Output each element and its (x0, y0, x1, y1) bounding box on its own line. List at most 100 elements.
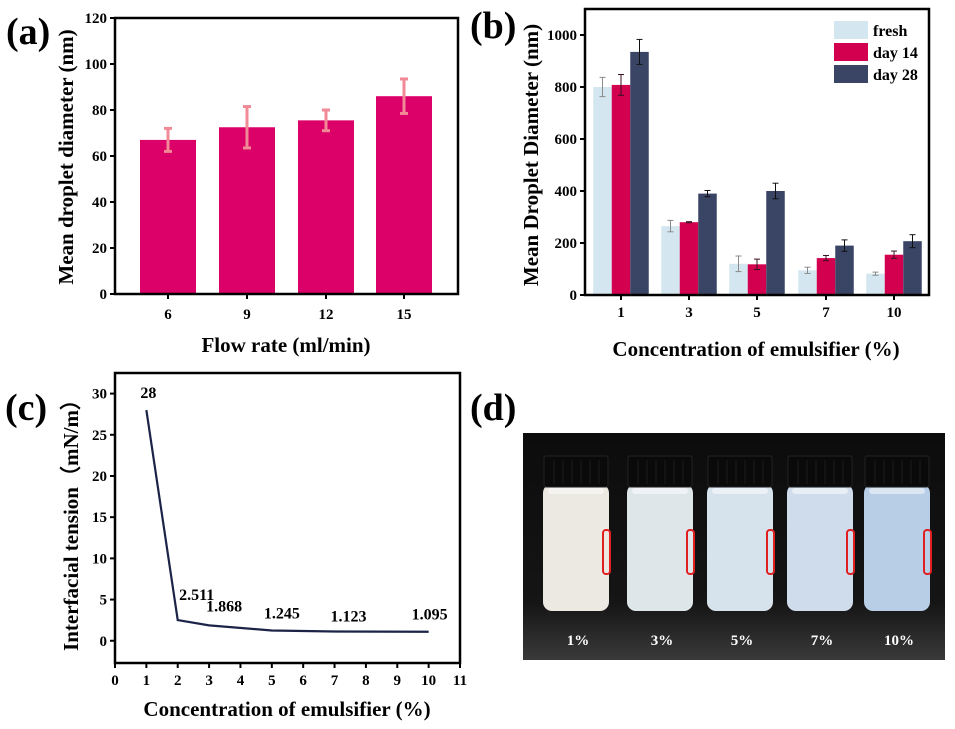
legend-swatch (834, 43, 868, 61)
vial-concentration-label: 10% (884, 633, 914, 649)
y-axis-label: Mean Droplet Diameter (nm) (519, 24, 543, 286)
data-label: 1.095 (412, 607, 448, 624)
vial-cap (707, 455, 773, 488)
panel-label: (a) (6, 11, 50, 53)
y-tick-label: 10 (92, 551, 107, 567)
x-tick-label: 10 (887, 305, 902, 321)
vial-highlight (792, 488, 848, 494)
data-label: 1.245 (264, 605, 300, 622)
x-tick-label: 7 (822, 305, 830, 321)
vial: 5% (707, 455, 775, 649)
bar-day-28 (630, 51, 649, 296)
vial: 1% (543, 455, 611, 649)
x-tick-label: 7 (331, 673, 339, 689)
y-tick-label: 25 (92, 428, 107, 444)
legend-swatch (834, 21, 868, 39)
vial-concentration-label: 3% (651, 633, 674, 649)
data-label: 28 (140, 385, 156, 402)
bar-fresh (798, 270, 817, 295)
vial-label-sticker (602, 529, 611, 575)
panel-label: (b) (470, 5, 516, 47)
vial-body (707, 484, 773, 611)
x-axis-label: Concentration of emulsifier (%) (612, 337, 899, 361)
panel-label: (c) (5, 387, 47, 429)
x-tick-label: 1 (143, 673, 151, 689)
bar (140, 139, 196, 294)
legend-label: day 14 (873, 45, 918, 62)
x-tick-label: 9 (243, 307, 251, 323)
y-tick-label: 15 (92, 510, 107, 526)
y-tick-label: 1000 (547, 28, 577, 44)
series-line (145, 409, 429, 633)
bar-day-14 (679, 222, 699, 295)
vial-label-sticker (923, 529, 932, 575)
data-label: 1.868 (206, 598, 242, 615)
y-tick-label: 20 (92, 469, 107, 485)
y-tick-label: 20 (92, 241, 107, 257)
x-tick-label: 0 (111, 673, 119, 689)
x-tick-label: 3 (205, 673, 213, 689)
y-tick-label: 0 (570, 288, 578, 304)
vial-concentration-label: 1% (567, 633, 590, 649)
y-tick-label: 5 (100, 593, 108, 609)
y-tick-label: 0 (100, 634, 108, 650)
x-tick-label: 15 (397, 307, 412, 323)
vial-cap (543, 455, 609, 488)
legend-label: day 28 (873, 67, 918, 84)
vial-label-sticker (686, 529, 695, 575)
bar-day-28 (766, 191, 785, 295)
vial-body (787, 484, 853, 611)
x-tick-label: 3 (685, 305, 693, 321)
vial-cap (864, 455, 930, 488)
x-tick-label: 6 (164, 307, 172, 323)
bar-fresh (729, 263, 748, 295)
y-tick-label: 80 (92, 103, 107, 119)
bar (298, 120, 354, 294)
y-tick-label: 40 (92, 195, 107, 211)
vial-highlight (548, 488, 604, 494)
x-tick-label: 8 (362, 673, 370, 689)
x-tick-label: 6 (299, 673, 307, 689)
bar-day-28 (903, 241, 922, 295)
y-tick-label: 400 (555, 184, 578, 200)
x-axis-label: Flow rate (ml/min) (201, 333, 370, 357)
vial-cap (787, 455, 853, 488)
legend-swatch (834, 65, 868, 83)
legend: fresh day 14 day 28 (834, 21, 918, 84)
vial-highlight (869, 488, 925, 494)
legend-label: fresh (873, 23, 907, 40)
x-tick-label: 11 (453, 673, 467, 689)
y-axis-label: Mean droplet diameter (nm) (54, 29, 78, 284)
bar-day-14 (884, 254, 904, 295)
panel-a: (a) 6 9 12 15 0 20 40 60 80 100 120 Flow rate (ml/mi… (6, 11, 460, 357)
x-tick-label: 2 (174, 673, 182, 689)
bar-day-28 (835, 245, 854, 295)
bar-fresh (593, 87, 612, 295)
vial-label-sticker (766, 529, 775, 575)
x-tick-label: 10 (421, 673, 436, 689)
vial-label-sticker (846, 529, 855, 575)
bar-day-14 (816, 258, 836, 295)
y-tick-label: 800 (555, 80, 578, 96)
y-tick-label: 600 (555, 132, 578, 148)
vial-concentration-label: 5% (731, 633, 754, 649)
vial-cap (627, 455, 693, 488)
bar (376, 96, 432, 294)
vial: 7% (787, 455, 855, 649)
bar-day-14 (747, 264, 767, 295)
bar (219, 127, 275, 294)
bar-fresh (866, 273, 885, 295)
y-tick-label: 100 (85, 57, 108, 73)
x-tick-label: 5 (753, 305, 761, 321)
data-label: 1.123 (331, 609, 367, 626)
y-axis-label: Interfacial tension（mN/m） (59, 389, 83, 651)
bar-fresh (661, 226, 680, 295)
panel-b: (b) 1 3 5 7 10 0 200 400 600 800 1000 fresh day 14 day… (470, 5, 931, 361)
vial-highlight (632, 488, 688, 494)
bar-day-28 (698, 193, 717, 295)
vial: 3% (627, 455, 695, 649)
x-axis-label: Concentration of emulsifier (%) (143, 697, 430, 721)
data-label: 2.511 (179, 587, 214, 604)
x-tick-label: 1 (617, 305, 625, 321)
